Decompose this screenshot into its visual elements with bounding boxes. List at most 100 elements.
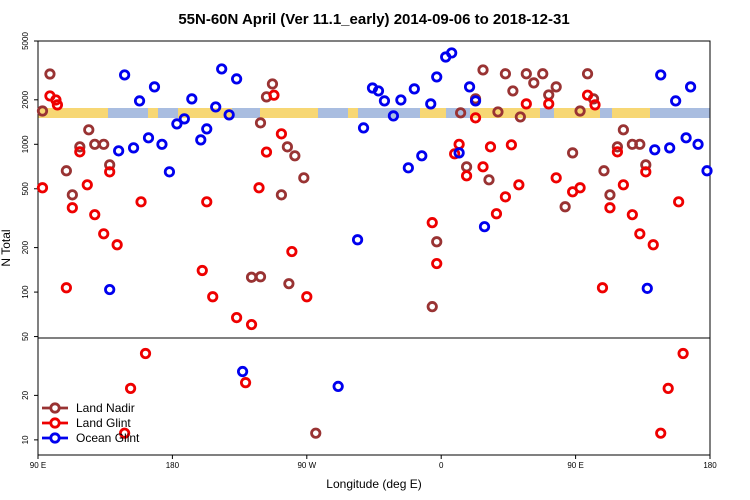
- point: [83, 124, 95, 136]
- point: [148, 81, 161, 93]
- y-tick-label: 10: [21, 435, 30, 444]
- point: [260, 146, 273, 158]
- point: [171, 118, 183, 130]
- point: [507, 85, 519, 97]
- point: [163, 166, 176, 178]
- point: [520, 68, 532, 80]
- point: [119, 427, 131, 439]
- point: [142, 132, 155, 144]
- point: [372, 85, 385, 97]
- point: [286, 245, 298, 258]
- point: [596, 282, 609, 294]
- point: [74, 141, 86, 153]
- point: [254, 117, 267, 129]
- point: [581, 89, 594, 101]
- surface-band: [38, 108, 710, 118]
- point: [640, 159, 652, 171]
- point: [104, 283, 116, 296]
- point: [513, 179, 525, 191]
- point: [455, 107, 467, 119]
- point: [684, 81, 697, 93]
- point: [236, 365, 249, 378]
- point: [275, 128, 288, 140]
- series: [36, 89, 689, 439]
- point: [332, 380, 344, 393]
- legend-label: Land Glint: [76, 416, 131, 430]
- point: [483, 174, 495, 186]
- point: [201, 123, 213, 135]
- point: [111, 239, 123, 251]
- point: [634, 138, 646, 150]
- point: [104, 159, 116, 171]
- point: [357, 122, 370, 134]
- point: [477, 161, 489, 173]
- point: [395, 94, 407, 106]
- legend-swatch-marker: [49, 432, 61, 444]
- point: [253, 182, 265, 194]
- x-tick-label: 90 E: [567, 461, 583, 470]
- point: [127, 142, 140, 154]
- y-tick-label: 100: [21, 285, 30, 299]
- point: [469, 95, 482, 107]
- point: [178, 113, 190, 125]
- point: [617, 124, 629, 136]
- point: [195, 134, 207, 146]
- point: [74, 146, 86, 158]
- point: [66, 189, 78, 201]
- legend-swatch-marker: [49, 417, 61, 429]
- y-tick-label: 200: [21, 240, 30, 254]
- point: [664, 142, 676, 154]
- point: [649, 144, 661, 156]
- point: [139, 347, 152, 360]
- point: [673, 196, 685, 208]
- point: [692, 138, 704, 150]
- point: [677, 347, 689, 360]
- point: [543, 98, 555, 110]
- point: [98, 228, 110, 240]
- point: [387, 110, 400, 122]
- legend-label: Ocean Glint: [76, 431, 140, 445]
- point: [268, 89, 280, 101]
- x-tick-label: 180: [166, 461, 180, 470]
- point: [460, 170, 473, 182]
- legend-label: Land Nadir: [76, 401, 135, 415]
- y-tick-label: 50: [21, 332, 30, 341]
- point: [283, 278, 295, 290]
- point: [408, 83, 420, 95]
- point: [581, 68, 594, 80]
- point: [196, 264, 208, 277]
- point: [44, 68, 56, 80]
- point: [98, 138, 110, 150]
- point: [662, 382, 674, 394]
- point: [528, 77, 540, 89]
- point: [490, 208, 503, 220]
- point: [477, 64, 489, 76]
- point: [207, 291, 219, 303]
- point: [611, 146, 624, 158]
- point: [89, 209, 101, 221]
- point: [640, 166, 652, 178]
- point: [492, 106, 504, 118]
- point: [520, 98, 532, 110]
- y-tick-label: 5000: [21, 32, 30, 50]
- point: [416, 150, 428, 162]
- point: [537, 68, 549, 80]
- point: [210, 101, 222, 113]
- point: [281, 141, 293, 153]
- point: [50, 94, 62, 106]
- point: [499, 191, 512, 203]
- point: [431, 257, 443, 270]
- point: [559, 201, 571, 213]
- point: [431, 236, 443, 248]
- point: [567, 147, 579, 159]
- point: [104, 166, 116, 178]
- point: [81, 179, 93, 191]
- point: [60, 165, 72, 177]
- point: [626, 209, 638, 221]
- point: [453, 147, 465, 159]
- point: [617, 179, 629, 191]
- point: [301, 291, 313, 303]
- point: [655, 69, 667, 81]
